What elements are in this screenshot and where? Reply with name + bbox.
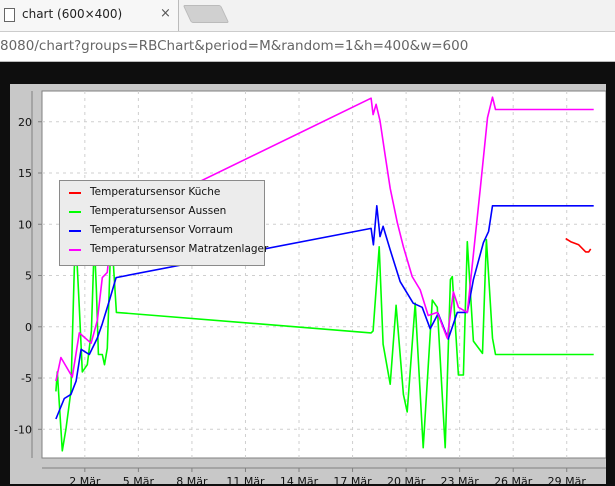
y-tick-label: 5 <box>25 270 32 283</box>
legend-swatch <box>69 211 81 213</box>
y-tick-label: 10 <box>18 218 32 231</box>
x-tick-label: 23 Mär <box>441 475 480 484</box>
y-tick-label: -5 <box>21 372 32 385</box>
x-tick-label: 2 Mär <box>69 475 101 484</box>
x-tick-label: 17 Mär <box>333 475 372 484</box>
series-line-2 <box>55 228 594 452</box>
x-tick-label: 11 Mär <box>226 475 265 484</box>
series-line-4 <box>55 96 594 382</box>
x-tick-label: 29 Mär <box>548 475 587 484</box>
legend-label: Temperatursensor Matratzenlager <box>90 243 269 255</box>
x-tick-label: 14 Mär <box>280 475 319 484</box>
address-bar <box>0 31 615 62</box>
tab-title: chart (600×400) <box>22 7 123 21</box>
y-tick-label: 20 <box>18 116 32 129</box>
url-input[interactable] <box>0 36 610 56</box>
browser-tab-bar: chart (600×400) × <box>0 0 615 31</box>
legend-label: Temperatursensor Küche <box>90 186 221 198</box>
legend-label: Temperatursensor Aussen <box>90 205 227 217</box>
x-tick-label: 20 Mär <box>387 475 426 484</box>
y-tick-label: 15 <box>18 167 32 180</box>
chart-svg: 20 15 10 5 0 -5 -10 2 Mär 5 Mär 8 Mär 11 Mär 14 Mär… <box>14 90 606 484</box>
x-tick-label: 26 Mär <box>494 475 533 484</box>
legend-swatch <box>69 192 81 194</box>
legend-label: Temperatursensor Vorraum <box>90 224 233 236</box>
document-icon <box>4 8 15 22</box>
y-tick-label: -10 <box>14 423 32 436</box>
x-tick-label: 8 Mär <box>176 475 208 484</box>
plot-area <box>41 90 606 459</box>
x-tick-label: 5 Mär <box>123 475 155 484</box>
chart-image: 20 15 10 5 0 -5 -10 2 Mär 5 Mär 8 Mär 11 Mär 14 Mär… <box>10 84 606 484</box>
legend-swatch <box>69 249 81 251</box>
new-tab-button[interactable] <box>182 5 230 23</box>
legend-swatch <box>69 230 81 232</box>
y-tick-label: 0 <box>25 321 32 334</box>
series-line-1 <box>565 237 592 253</box>
browser-tab[interactable]: chart (600×400) × <box>0 0 179 31</box>
chart-legend: Temperatursensor Küche Temperatursensor A… <box>59 180 269 266</box>
close-tab-icon[interactable]: × <box>160 6 171 21</box>
series-line-3 <box>55 205 594 420</box>
